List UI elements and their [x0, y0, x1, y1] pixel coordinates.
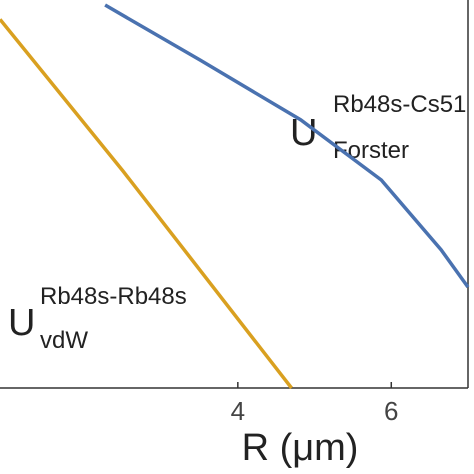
- annotation-base: U: [290, 112, 317, 154]
- annotation-sup: Rb48s-Rb48s: [40, 283, 187, 310]
- annotation-sub: Forster: [333, 137, 409, 164]
- annotation: U Rb48s-Cs51 Forster: [290, 91, 466, 164]
- annotation: U Rb48s-Rb48s vdW: [8, 283, 187, 354]
- line-series: [0, 18, 293, 390]
- annotation-sup: Rb48s-Cs51: [333, 91, 466, 118]
- annotation-base: U: [8, 302, 35, 344]
- x-tick-label: 6: [384, 396, 398, 426]
- line-series: [104, 3, 470, 289]
- x-axis-label: R (μm): [242, 427, 359, 469]
- annotation-sub: vdW: [40, 327, 88, 354]
- x-tick-label: 4: [231, 396, 245, 426]
